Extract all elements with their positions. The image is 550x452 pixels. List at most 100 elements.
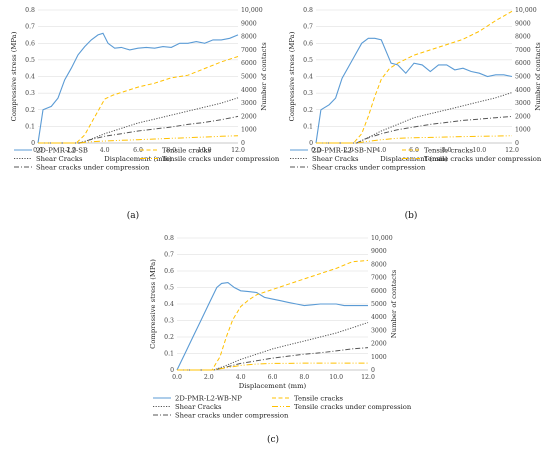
- series-line-shear-cracks: [38, 97, 239, 144]
- series-line-2d-pmr-l2-wb-np: [176, 282, 368, 371]
- y2-tick-label: 4000: [515, 87, 531, 94]
- x-tick-label: 6.0: [268, 374, 278, 381]
- y2-tick-label: 5000: [241, 74, 257, 81]
- y2-tick-label: 9000: [371, 248, 387, 255]
- y-tick-label: 0.6: [25, 40, 35, 47]
- legend-entry: Shear Cracks: [312, 155, 359, 163]
- y-tick-label: 0.1: [303, 123, 313, 130]
- y-tick-label: 0.4: [25, 74, 35, 81]
- x-tick-label: 4.0: [100, 147, 110, 154]
- series-line-tensile-cracks-under-compression: [177, 362, 368, 371]
- x-tick-label: 10.0: [329, 374, 343, 381]
- legend-entry: Tensile cracks under compression: [162, 155, 280, 163]
- y2-tick-label: 0: [241, 140, 245, 147]
- legend-entry: Tensile cracks: [294, 394, 343, 402]
- y2-tick-label: 0: [515, 140, 519, 147]
- y2-tick-label: 4000: [241, 87, 257, 94]
- y2-tick-label: 0: [371, 367, 375, 374]
- y-tick-label: 0: [31, 140, 35, 147]
- y2-tick-label: 10,000: [241, 7, 263, 14]
- y2-tick-label: 5000: [371, 301, 387, 308]
- series-line-tensile-cracks-under-compression: [316, 135, 513, 144]
- series-line-tensile-cracks-under-compression: [38, 135, 239, 144]
- y-tick-label: 0.4: [303, 74, 313, 81]
- series-line-shear-cracks: [316, 92, 513, 144]
- chart-panel-2: 0 0.1 0.2 0.3 0.4 0.5 0.6 0.7 0.8 0 1000 2000 3000 40…: [288, 7, 542, 221]
- y2-tick-label: 8000: [371, 261, 387, 268]
- x-tick-label: 2.0: [344, 147, 354, 154]
- y2-tick-label: 2000: [371, 341, 387, 348]
- chart-panel-1: 0 0.1 0.2 0.3 0.4 0.5 0.6 0.7 0.8 0 1000 2000 3000 40…: [10, 7, 280, 221]
- panel-label: (b): [405, 210, 418, 221]
- y-tick-label: 0.5: [164, 285, 174, 292]
- x-tick-label: 10.0: [472, 147, 486, 154]
- y-tick-label: 0.2: [164, 334, 174, 341]
- y2-axis-title: Number of contacts: [390, 269, 398, 338]
- legend-entry: Shear cracks under compression: [36, 163, 150, 171]
- series-line-tensile-cracks: [38, 56, 239, 144]
- series-line-tensile-cracks: [316, 10, 513, 144]
- x-axis-title: Displacement (mm): [380, 155, 448, 163]
- y2-tick-label: 4000: [371, 314, 387, 321]
- y-tick-label: 0.3: [25, 90, 35, 97]
- x-tick-label: 2.0: [204, 374, 214, 381]
- y2-tick-label: 2000: [515, 113, 531, 120]
- x-tick-label: 0.0: [172, 374, 182, 381]
- series-line-shear-cracks-under-compression: [316, 115, 513, 144]
- x-tick-label: 12.0: [505, 147, 519, 154]
- x-tick-label: 12.0: [361, 374, 375, 381]
- series-line-shear-cracks-under-compression: [38, 115, 239, 144]
- y2-tick-label: 9000: [515, 20, 531, 27]
- y2-tick-label: 7000: [515, 47, 531, 54]
- y2-tick-label: 5000: [515, 74, 531, 81]
- legend-entry: Tensile cracks: [162, 146, 211, 154]
- y2-tick-label: 10,000: [371, 235, 393, 242]
- x-axis-title: Displacement (mm): [239, 382, 307, 390]
- legend-entry: Shear Cracks: [36, 155, 83, 163]
- y2-tick-label: 1000: [371, 354, 387, 361]
- y-tick-label: 0.5: [25, 57, 35, 64]
- y2-tick-label: 8000: [241, 34, 257, 41]
- y-tick-label: 0.3: [164, 318, 174, 325]
- y-tick-label: 0.5: [303, 57, 313, 64]
- legend-entry: Shear cracks under compression: [312, 163, 426, 171]
- y2-tick-label: 6000: [515, 60, 531, 67]
- x-tick-label: 2.0: [66, 147, 76, 154]
- y-axis-title: Compressive stress (MPa): [149, 259, 157, 349]
- y-axis-title: Compressive stress (MPa): [288, 31, 296, 121]
- y-tick-label: 0.7: [25, 24, 35, 31]
- y-tick-label: 0.2: [25, 107, 35, 114]
- y2-tick-label: 10,000: [515, 7, 537, 14]
- y-tick-label: 0.7: [303, 24, 313, 31]
- y2-tick-label: 9000: [241, 20, 257, 27]
- legend-entry: 2D-PMR-L2-SB: [36, 146, 88, 154]
- x-tick-label: 8.0: [299, 374, 309, 381]
- y2-tick-label: 1000: [241, 127, 257, 134]
- y2-axis-title: Number of contacts: [534, 42, 542, 111]
- x-tick-label: 0.0: [33, 147, 43, 154]
- legend-entry: Shear cracks under compression: [175, 411, 289, 419]
- legend-entry: Tensile cracks under compression: [424, 155, 542, 163]
- legend-entry: 2D-PMR-L2-WB-NP: [175, 394, 242, 402]
- x-tick-label: 12.0: [231, 147, 245, 154]
- y2-tick-label: 6000: [241, 60, 257, 67]
- y-tick-label: 0.7: [164, 252, 174, 259]
- y2-tick-label: 7000: [241, 47, 257, 54]
- y2-tick-label: 3000: [515, 100, 531, 107]
- y-axis-title: Compressive stress (MPa): [10, 31, 18, 121]
- y2-axis-title: Number of contacts: [260, 42, 268, 111]
- y-tick-label: 0: [309, 140, 313, 147]
- y2-tick-label: 2000: [241, 113, 257, 120]
- x-tick-label: 6.0: [409, 147, 419, 154]
- y-tick-label: 0.6: [303, 40, 313, 47]
- x-tick-label: 10.0: [198, 147, 212, 154]
- chart-panel-3: 0 0.1 0.2 0.3 0.4 0.5 0.6 0.7 0.8 0 1000 2000 3000 40…: [149, 235, 412, 445]
- series-line-tensile-cracks: [177, 259, 369, 371]
- legend-entry: Tensile cracks under compression: [294, 403, 412, 411]
- y-tick-label: 0.8: [164, 235, 174, 242]
- y-tick-label: 0.3: [303, 90, 313, 97]
- x-tick-label: 4.0: [236, 374, 246, 381]
- x-tick-label: 8.0: [166, 147, 176, 154]
- x-axis-title: Displacement (mm): [104, 155, 172, 163]
- y-tick-label: 0.8: [303, 7, 313, 14]
